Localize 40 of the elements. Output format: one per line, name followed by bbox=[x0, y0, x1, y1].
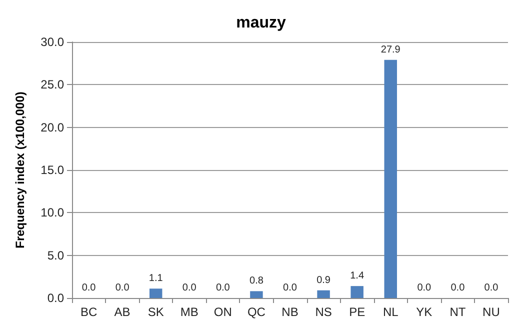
data-label: 1.1 bbox=[148, 273, 164, 284]
x-tick-label: NL bbox=[382, 305, 399, 319]
y-tick-label: 20.0 bbox=[40, 120, 64, 134]
x-tick-label: NT bbox=[450, 305, 466, 319]
x-tick-label: MB bbox=[180, 305, 198, 319]
data-label: 0.0 bbox=[417, 282, 432, 294]
x-tick-label: QC bbox=[247, 305, 266, 319]
y-axis-title: Frequency index (x100,000) bbox=[13, 92, 27, 248]
data-label: 0.0 bbox=[216, 282, 230, 294]
y-tick-label: 5.0 bbox=[47, 248, 64, 262]
x-tick-label: NB bbox=[282, 305, 298, 319]
data-label: 0.9 bbox=[316, 274, 331, 286]
bar bbox=[384, 60, 397, 298]
bar bbox=[317, 290, 330, 298]
bar bbox=[149, 288, 162, 298]
y-tick-label: 0.0 bbox=[47, 291, 64, 305]
x-tick-label: BC bbox=[80, 305, 98, 319]
x-tick-label: AB bbox=[114, 305, 130, 319]
x-tick-label: YK bbox=[416, 305, 432, 319]
x-tick-label: ON bbox=[214, 305, 232, 319]
x-tick-label: SK bbox=[148, 305, 164, 319]
y-tick-label: 15.0 bbox=[40, 163, 64, 177]
data-label: 0.0 bbox=[283, 282, 298, 294]
data-label: 27.9 bbox=[380, 44, 401, 56]
x-tick-label: PE bbox=[349, 305, 366, 319]
data-label: 0.0 bbox=[115, 282, 130, 294]
bar bbox=[350, 286, 364, 298]
y-tick-label: 10.0 bbox=[40, 206, 64, 220]
x-tick-label: NU bbox=[482, 305, 500, 319]
data-label: 0.0 bbox=[450, 282, 466, 294]
data-label: 0.0 bbox=[82, 282, 96, 294]
data-label: 0.0 bbox=[182, 282, 197, 294]
data-label: 1.4 bbox=[350, 270, 364, 282]
chart-title: mauzy bbox=[236, 14, 286, 32]
data-label: 0.8 bbox=[250, 276, 264, 287]
y-tick-label: 30.0 bbox=[40, 35, 64, 49]
data-label: 0.0 bbox=[484, 282, 499, 294]
bar bbox=[250, 291, 263, 298]
y-tick-label: 25.0 bbox=[40, 78, 64, 92]
x-tick-label: NS bbox=[315, 305, 332, 319]
